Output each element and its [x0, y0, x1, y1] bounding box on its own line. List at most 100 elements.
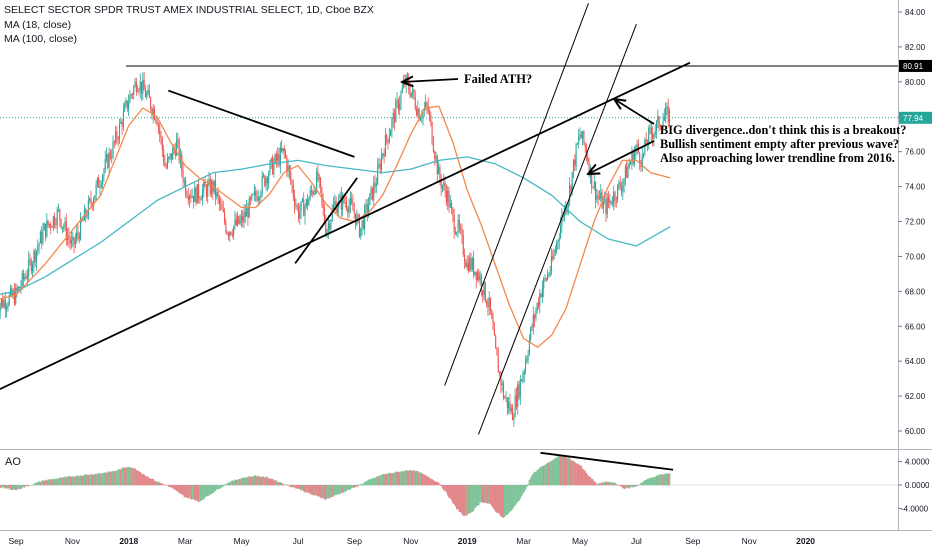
candle-body — [451, 203, 452, 209]
ao-bar — [604, 482, 606, 486]
candle-body — [507, 397, 508, 407]
ao-bar — [133, 468, 135, 485]
ao-panel-label[interactable]: AO — [5, 456, 21, 468]
ao-bar — [215, 485, 217, 491]
ao-bar — [326, 485, 328, 499]
ao-bar — [207, 485, 209, 496]
ao-bar — [377, 476, 379, 485]
ao-bar — [405, 470, 407, 485]
ao-bar — [470, 485, 472, 512]
ao-bar — [238, 479, 240, 485]
ao-bar — [272, 479, 274, 485]
candle-body — [242, 216, 243, 222]
ao-bar — [557, 456, 559, 485]
candle-body — [224, 212, 225, 222]
ao-bar — [378, 476, 380, 485]
ao-bar — [649, 478, 651, 485]
candle-body — [633, 152, 634, 165]
ao-bar — [447, 485, 449, 496]
ao-bar — [269, 478, 271, 485]
ao-bar — [213, 485, 215, 492]
ao-bar — [500, 485, 502, 516]
candle-body — [40, 232, 41, 243]
candle-body — [207, 184, 208, 197]
ao-bar — [129, 467, 131, 485]
ao-bar — [120, 470, 122, 486]
ao-bar — [517, 485, 519, 502]
ao-bar — [643, 481, 645, 485]
ao-bar — [523, 485, 525, 492]
candle-body — [229, 232, 230, 236]
candle-body — [253, 194, 254, 195]
time-tick-label: Mar — [516, 536, 531, 546]
ao-bar — [583, 470, 585, 486]
ao-bar — [40, 482, 42, 485]
candle-body — [172, 148, 173, 159]
ao-bar — [609, 482, 611, 485]
candle-body — [201, 200, 202, 201]
candle-body — [544, 278, 545, 279]
ao-bar — [658, 475, 660, 486]
candle-body — [596, 196, 597, 200]
candle-body — [132, 95, 133, 96]
candle-body — [98, 178, 99, 188]
candle-body — [432, 122, 433, 143]
ao-bar — [640, 483, 642, 485]
ao-bar — [5, 485, 7, 489]
ao-bar — [99, 474, 101, 486]
ao-bar — [44, 481, 46, 485]
candle-body — [398, 100, 399, 110]
chart-title: SELECT SECTOR SPDR TRUST AMEX INDUSTRIAL… — [4, 3, 374, 18]
ao-bar — [69, 476, 71, 485]
ao-bar — [392, 473, 394, 485]
candle-body — [147, 90, 148, 94]
ao-bar — [128, 467, 130, 485]
ao-bar — [212, 485, 214, 493]
ao-bar — [508, 485, 510, 514]
price-tick-label: 72.00 — [905, 218, 926, 227]
ao-bar — [398, 472, 400, 486]
ao-bar — [543, 466, 545, 485]
candle-body — [107, 155, 108, 168]
candle-body — [389, 136, 390, 143]
ao-bar — [24, 485, 26, 487]
ao-bar — [595, 482, 597, 485]
candle-body — [197, 184, 198, 203]
ao-bar — [320, 485, 322, 498]
ao-bar — [330, 485, 332, 497]
ao-bar — [56, 479, 58, 486]
candle-body — [617, 185, 618, 201]
ao-bar — [228, 482, 230, 485]
ao-bar — [535, 472, 537, 486]
study-ma100-label[interactable]: MA (100, close) — [4, 32, 374, 47]
ao-bar — [304, 485, 306, 492]
candle-body — [592, 187, 593, 188]
ao-bar — [136, 470, 138, 485]
candle-body — [665, 108, 666, 116]
ao-bar — [396, 472, 398, 486]
ao-bar — [71, 477, 73, 486]
ao-bar — [315, 485, 317, 495]
ao-bar — [536, 470, 538, 485]
ao-bar — [613, 483, 615, 485]
study-ma18-label[interactable]: MA (18, close) — [4, 18, 374, 33]
ao-bar — [267, 477, 269, 485]
ao-bar — [530, 477, 532, 485]
candle-body — [214, 180, 215, 191]
candle-body — [511, 408, 512, 412]
ao-bar — [566, 458, 568, 485]
ao-bar — [425, 475, 427, 485]
candle-body — [461, 230, 462, 235]
ao-bar — [306, 485, 308, 493]
candle-body — [489, 298, 490, 308]
ao-bar — [464, 485, 466, 516]
ao-bar — [15, 485, 17, 490]
candle-body — [35, 251, 36, 262]
time-tick-label: 2020 — [796, 536, 815, 546]
candle-body — [189, 196, 190, 199]
ao-bar — [1, 485, 3, 488]
ao-bar — [307, 485, 309, 492]
candle-body — [234, 219, 235, 226]
ao-bar — [404, 470, 406, 485]
